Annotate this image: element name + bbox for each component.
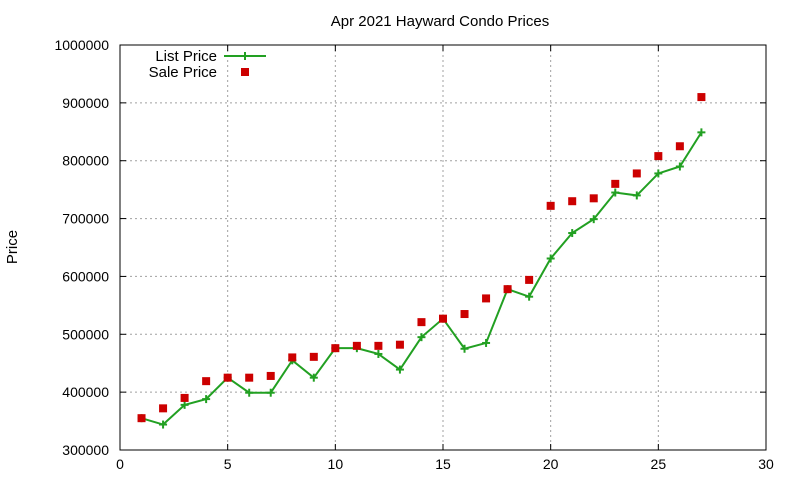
data-point bbox=[460, 344, 469, 353]
data-point bbox=[331, 344, 340, 353]
data-point bbox=[180, 400, 189, 409]
y-tick-label: 600000 bbox=[62, 268, 109, 284]
data-point bbox=[352, 341, 361, 350]
y-tick-label: 800000 bbox=[62, 153, 109, 169]
plot-area bbox=[137, 93, 706, 429]
data-point bbox=[223, 373, 232, 382]
data-point bbox=[417, 333, 426, 342]
x-tick-label: 30 bbox=[758, 456, 774, 472]
data-point bbox=[654, 169, 663, 178]
data-point bbox=[245, 388, 254, 397]
data-point bbox=[546, 254, 555, 263]
chart-title: Apr 2021 Hayward Condo Prices bbox=[331, 13, 549, 30]
data-point bbox=[202, 377, 211, 386]
data-point bbox=[180, 393, 189, 402]
data-point bbox=[675, 162, 684, 171]
data-point bbox=[395, 340, 404, 349]
y-tick-label: 700000 bbox=[62, 211, 109, 227]
data-point bbox=[309, 352, 318, 361]
legend-marker bbox=[241, 52, 249, 60]
data-point bbox=[374, 349, 383, 358]
data-point bbox=[568, 229, 577, 238]
data-point bbox=[137, 414, 146, 423]
data-point bbox=[159, 420, 168, 429]
data-point bbox=[266, 388, 275, 397]
data-point bbox=[654, 152, 663, 161]
data-point bbox=[309, 373, 318, 382]
x-tick-label: 5 bbox=[224, 456, 232, 472]
data-point bbox=[611, 188, 620, 197]
x-tick-label: 15 bbox=[435, 456, 451, 472]
data-point bbox=[245, 373, 254, 382]
x-tick-label: 25 bbox=[651, 456, 667, 472]
data-point bbox=[568, 197, 577, 206]
data-point bbox=[632, 191, 641, 200]
data-point bbox=[266, 371, 275, 380]
data-point bbox=[460, 310, 469, 319]
y-axis-label: Price bbox=[4, 230, 21, 264]
data-point bbox=[202, 395, 211, 404]
data-point bbox=[611, 179, 620, 188]
legend-marker bbox=[241, 68, 249, 76]
data-point bbox=[482, 338, 491, 347]
legend-label: Sale Price bbox=[149, 64, 217, 81]
data-point bbox=[675, 142, 684, 151]
data-point bbox=[417, 318, 426, 327]
data-point bbox=[632, 169, 641, 178]
data-point bbox=[589, 194, 598, 203]
data-point bbox=[288, 353, 297, 362]
y-tick-label: 500000 bbox=[62, 326, 109, 342]
data-point bbox=[159, 404, 168, 413]
x-tick-label: 10 bbox=[328, 456, 344, 472]
data-point bbox=[503, 285, 512, 294]
data-point bbox=[525, 292, 534, 301]
data-point bbox=[546, 201, 555, 210]
y-tick-label: 400000 bbox=[62, 384, 109, 400]
data-point bbox=[482, 294, 491, 303]
data-point bbox=[439, 314, 447, 323]
series-list-price bbox=[137, 128, 706, 429]
legend-label: List Price bbox=[155, 48, 217, 65]
x-tick-label: 20 bbox=[543, 456, 559, 472]
y-tick-label: 300000 bbox=[62, 442, 109, 458]
data-point bbox=[525, 275, 534, 284]
axes: 0 5 10 15 20 25 30 300000 400000 500000 600000 7000… bbox=[54, 37, 774, 472]
data-point bbox=[697, 128, 706, 137]
data-point bbox=[589, 215, 598, 224]
y-tick-label: 1000000 bbox=[54, 37, 109, 53]
data-point bbox=[395, 365, 404, 374]
data-point bbox=[697, 93, 706, 102]
x-tick-label: 0 bbox=[116, 456, 124, 472]
y-tick-label: 900000 bbox=[62, 95, 109, 111]
data-point bbox=[374, 341, 383, 350]
series-sale-price bbox=[137, 93, 706, 423]
